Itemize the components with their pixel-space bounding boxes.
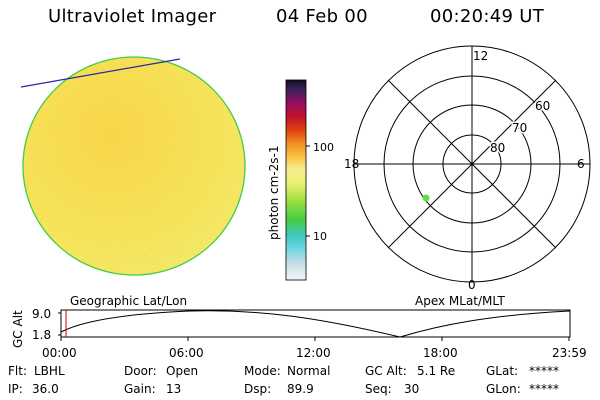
terminator-line (20, 58, 181, 88)
status-glon-label: GLon: (486, 382, 521, 396)
earth-limb (22, 56, 246, 276)
status-glat-label: GLat: (486, 364, 519, 378)
status-gcalt-label: GC Alt: (365, 364, 407, 378)
spacecraft-footpoint-marker (422, 194, 430, 202)
status-door-label: Door: (124, 364, 157, 378)
instrument-title: Ultraviolet Imager (48, 6, 217, 27)
status-seq-label: Seq: (365, 382, 392, 396)
status-glon-value: ***** (529, 382, 559, 396)
observation-time: 00:20:49 UT (430, 6, 545, 27)
colorbar-units-label: photon cm-2s-1 (267, 146, 281, 241)
status-ip-value: 36.0 (32, 382, 59, 396)
status-dsp-value: 89.9 (287, 382, 314, 396)
colorbar-tick-10: 10 (313, 230, 327, 243)
mlt-label-18: 18 (344, 157, 359, 171)
status-glat-value: ***** (529, 364, 559, 378)
status-dsp-label: Dsp: (244, 382, 272, 396)
timeline-xtick-1800: 18:00 (423, 346, 458, 360)
mlat-label-60: 60 (535, 99, 550, 113)
mlat-label-70: 70 (512, 121, 527, 135)
status-ip-label: IP: (8, 382, 23, 396)
status-seq-value: 30 (404, 382, 420, 396)
timeline-xtick-2359: 23:59 (552, 346, 587, 360)
status-filter-label: Flt: (8, 364, 27, 378)
timeline-ytick-9: 9.0 (32, 307, 51, 321)
altitude-curve (60, 310, 571, 338)
timeline-ylabel: GC Alt (11, 310, 25, 348)
colorbar-tick-100: 100 (313, 141, 334, 154)
status-filter-value: LBHL (34, 364, 65, 378)
timeline-xtick-0600: 06:00 (169, 346, 204, 360)
status-door-value: Open (166, 364, 199, 378)
timeline-ytick-1-8: 1.8 (32, 328, 51, 342)
status-gain-value: 13 (166, 382, 182, 396)
timeline-left-title: Geographic Lat/Lon (70, 294, 187, 308)
timeline-right-title: Apex MLat/MLT (415, 294, 505, 308)
status-mode-value: Normal (287, 364, 331, 378)
mlat-label-80: 80 (490, 141, 505, 155)
status-mode-label: Mode: (244, 364, 281, 378)
mlt-label-6: 6 (577, 157, 585, 171)
mlt-label-0: 0 (468, 278, 476, 292)
status-gain-label: Gain: (124, 382, 156, 396)
status-gcalt-value: 5.1 Re (417, 364, 456, 378)
timeline-xtick-0000: 00:00 (42, 346, 77, 360)
timeline-xtick-1200: 12:00 (296, 346, 331, 360)
mlt-label-12: 12 (473, 49, 488, 63)
observation-date: 04 Feb 00 (276, 6, 368, 27)
